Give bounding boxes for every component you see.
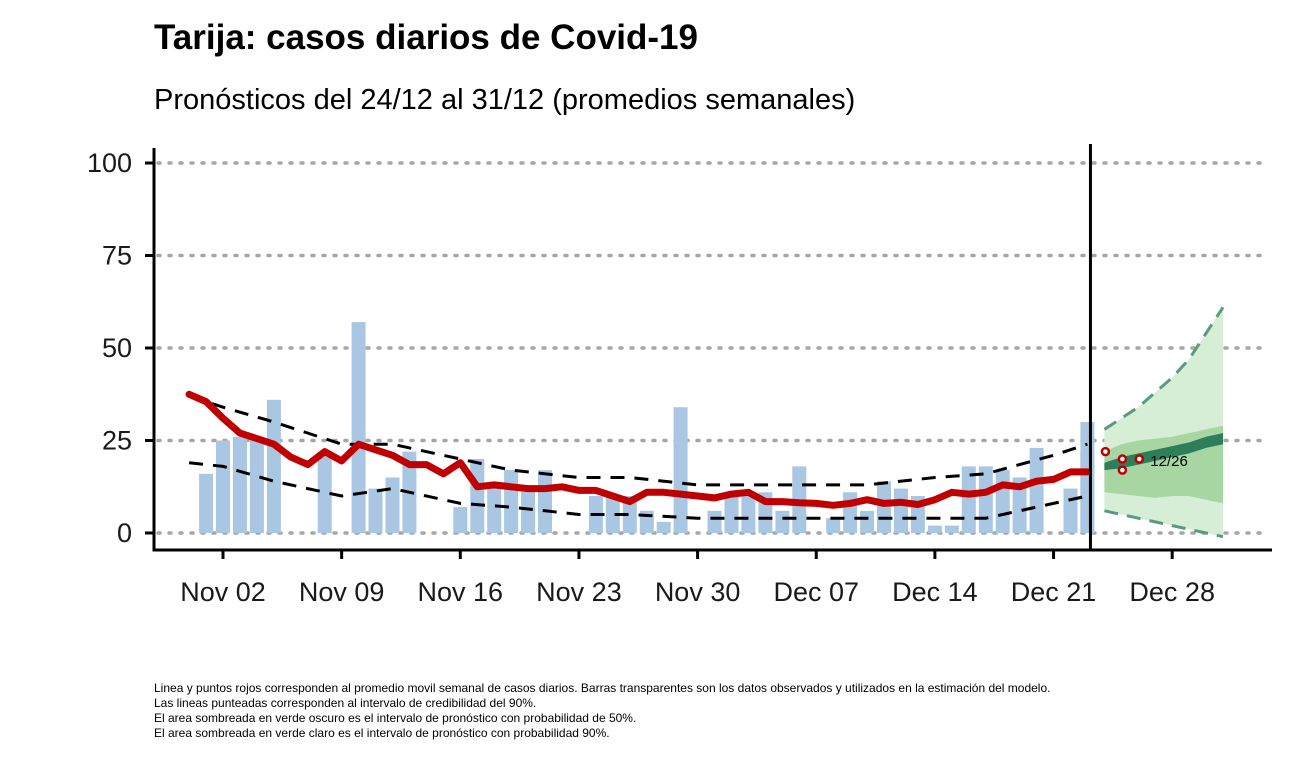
chart-title: Tarija: casos diarios de Covid-19 (154, 18, 698, 57)
observed-bar-2020-11-12 (385, 477, 400, 533)
credible-upper-line (188, 394, 1088, 487)
observed-bar-2020-11-21 (538, 470, 552, 533)
observed-bar-2020-12-20 (1029, 447, 1044, 533)
observed-bar-2020-12-15 (944, 525, 959, 533)
x-tick-label-5: Dec 07 (773, 577, 859, 607)
observed-bar-2020-12-11 (877, 481, 891, 533)
observed-bar-2020-11-05 (266, 399, 281, 533)
observed-bar-2020-12-19 (1012, 477, 1027, 533)
observed-bar-2020-12-12 (894, 488, 908, 533)
y-tick-label-100: 100 (87, 148, 132, 178)
note-line-3: El area sombreada en verde oscuro es el … (154, 711, 637, 725)
forecast-band-50 (1104, 433, 1223, 471)
observed-bar-2020-12-01 (707, 510, 722, 533)
note-line-4: El area sombreada en verde claro es el i… (154, 726, 610, 740)
forecast-point-1 (1117, 454, 1128, 464)
observed-bar-2020-11-02 (216, 440, 230, 533)
x-tick-label-0: Nov 02 (180, 577, 266, 607)
observed-bar-2020-11-26 (622, 496, 637, 533)
observed-bar-2020-11-04 (249, 436, 264, 533)
note-line-2: Las lineas punteadas corresponden al int… (154, 696, 537, 710)
observed-bar-2020-11-10 (351, 322, 366, 533)
note-line-1: Linea y puntos rojos corresponden al pro… (154, 681, 1051, 695)
forecast-point-0 (1100, 446, 1111, 457)
observed-bar-2020-12-16 (961, 466, 976, 533)
observed-bar-2020-11-11 (368, 488, 383, 533)
x-tick-label-2: Nov 16 (418, 577, 504, 607)
credible-lower-line (188, 461, 1088, 520)
observed-bar-2020-12-17 (978, 466, 993, 533)
observed-bar-2020-11-29 (673, 407, 688, 533)
moving-average-line (185, 390, 1091, 509)
observed-bar-2020-12-03 (741, 496, 756, 533)
observed-bar-2020-11-19 (504, 470, 519, 533)
y-tick-label-75: 75 (102, 241, 132, 271)
observed-bar-2020-11-28 (656, 521, 671, 533)
x-tick-label-8: Dec 28 (1129, 577, 1215, 607)
chart-subtitle: Pronósticos del 24/12 al 31/12 (promedio… (154, 84, 856, 116)
x-tick-label-4: Nov 30 (655, 577, 741, 607)
observed-bar-2020-11-18 (487, 484, 502, 533)
observed-bar-2020-12-22 (1063, 488, 1078, 533)
observed-bar-2020-11-25 (605, 496, 620, 533)
y-tick-label-50: 50 (102, 333, 132, 363)
x-tick-label-7: Dec 21 (1011, 577, 1097, 607)
observed-bar-2020-12-08 (826, 518, 841, 533)
forecast-point-2 (1117, 465, 1128, 475)
observed-bar-2020-11-16 (453, 507, 468, 533)
observed-bar-2020-12-18 (995, 470, 1010, 533)
forecast-point-3 (1134, 454, 1145, 464)
forecast-lower-90-line (1104, 509, 1224, 539)
observed-bar-2020-12-23 (1080, 422, 1095, 533)
y-tick-label-25: 25 (102, 426, 132, 456)
observed-bar-2020-11-20 (521, 488, 536, 533)
observed-bar-2020-12-05 (775, 510, 790, 533)
y-tick-label-0: 0 (117, 518, 132, 548)
x-tick-label-3: Nov 23 (536, 577, 622, 607)
observed-bar-2020-11-03 (232, 436, 247, 533)
observed-bar-2020-12-02 (724, 496, 739, 533)
chart-notes: Linea y puntos rojos corresponden al pro… (154, 681, 1050, 741)
forecast-upper-90-line (1103, 306, 1225, 431)
x-tick-label-6: Dec 14 (892, 577, 978, 607)
annotation-label-0: 12/26 (1150, 453, 1188, 470)
forecast-band-90 (1104, 307, 1223, 537)
observed-bar-2020-12-09 (843, 492, 858, 533)
observed-bar-2020-12-14 (927, 525, 942, 533)
observed-bar-2020-11-01 (199, 473, 214, 533)
observed-bar-2020-12-10 (860, 510, 875, 533)
x-tick-label-1: Nov 09 (299, 577, 385, 607)
observed-bar-2020-11-17 (470, 459, 485, 533)
observed-bar-2020-11-08 (317, 451, 332, 533)
